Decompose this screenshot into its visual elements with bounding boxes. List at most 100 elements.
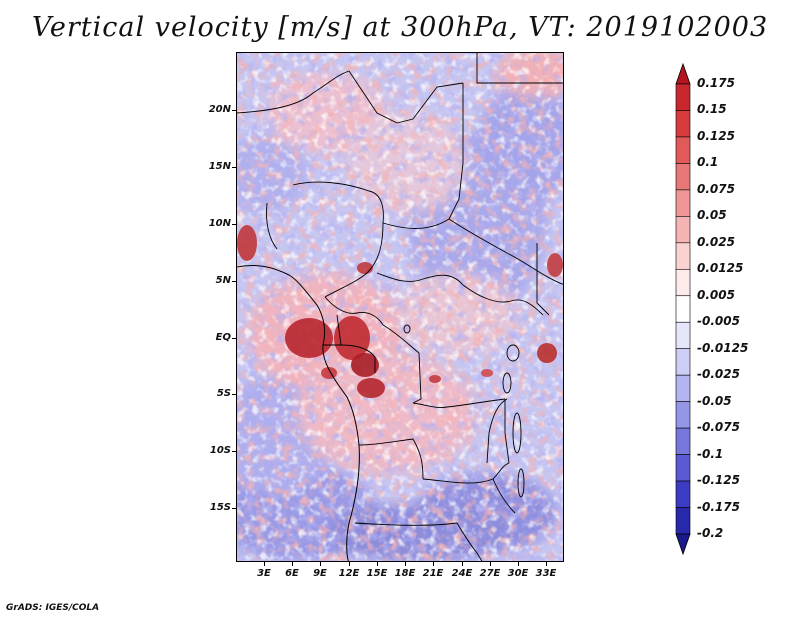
colorbar-label: 0.125 [697, 128, 735, 143]
convective-core [547, 253, 563, 277]
country-border [358, 438, 424, 480]
colorbar-label: -0.05 [697, 393, 732, 408]
colorbar-segment [675, 216, 691, 244]
lon-label: 12E [338, 568, 360, 579]
convective-core [481, 369, 493, 377]
country-border [462, 284, 544, 316]
colorbar-segment [675, 295, 691, 323]
colorbar [675, 62, 691, 556]
country-border [348, 70, 398, 124]
lat-label: 15N [208, 161, 231, 172]
lat-tick [232, 394, 237, 395]
map-panel [236, 52, 564, 562]
country-border [422, 462, 510, 484]
country-border [476, 53, 563, 84]
colorbar-label: 0.075 [697, 181, 735, 196]
country-border [354, 522, 458, 526]
lon-tick [377, 561, 378, 566]
country-border [324, 296, 384, 326]
lon-label: 15E [366, 568, 388, 579]
lon-label: 30E [507, 568, 529, 579]
colorbar-segment [675, 427, 691, 455]
lon-tick [490, 561, 491, 566]
lat-label: 5S [216, 388, 231, 399]
credit-text: GrADS: IGES/COLA [6, 603, 100, 613]
lat-label: 10S [209, 445, 231, 456]
country-border [448, 218, 563, 285]
lon-label: 18E [394, 568, 416, 579]
colorbar-label: -0.125 [697, 473, 740, 488]
colorbar-segment [675, 110, 691, 138]
lon-tick [292, 561, 293, 566]
lake-outline [512, 412, 522, 454]
country-border [382, 324, 420, 354]
lat-label: 5N [215, 275, 231, 286]
colorbar-label: -0.1 [697, 446, 724, 461]
convective-core [237, 225, 257, 261]
colorbar-label: -0.2 [697, 526, 724, 540]
convective-core [334, 316, 370, 360]
country-border [340, 344, 376, 373]
lon-label: 33E [535, 568, 557, 579]
lon-label: 3E [257, 568, 271, 579]
colorbar-label: 0.175 [697, 76, 735, 90]
lat-label: 20N [208, 104, 231, 115]
lat-label: EQ [215, 332, 231, 343]
colorbar-segment [675, 163, 691, 191]
country-border [412, 352, 422, 404]
colorbar-segment [675, 401, 691, 429]
country-border [324, 222, 384, 298]
colorbar-segment [675, 268, 691, 297]
lon-label: 27E [479, 568, 501, 579]
lon-tick [518, 561, 519, 566]
lat-label: 10N [208, 218, 231, 229]
colorbar-segment [675, 321, 691, 350]
colorbar-segment [675, 480, 691, 508]
colorbar-label: 0.0125 [697, 261, 744, 276]
colorbar-label: -0.005 [697, 314, 740, 329]
colorbar-label: 0.15 [697, 102, 727, 117]
country-border [486, 398, 508, 464]
colorbar-label: 0.05 [697, 208, 727, 223]
colorbar-label: -0.0125 [697, 340, 749, 355]
country-border [266, 202, 278, 250]
lon-tick [264, 561, 265, 566]
lake-outline [517, 468, 525, 498]
convective-core [357, 262, 373, 274]
country-border [382, 218, 450, 229]
country-border [292, 181, 384, 224]
lon-tick [462, 561, 463, 566]
colorbar-segment [675, 348, 691, 376]
country-border [412, 398, 506, 408]
country-border [396, 82, 464, 124]
lat-tick [232, 224, 237, 225]
colorbar-label: -0.025 [697, 367, 740, 382]
colorbar-segment [675, 454, 691, 482]
lat-tick [232, 281, 237, 282]
country-border [536, 243, 550, 316]
colorbar-segment [675, 189, 691, 217]
lon-tick [349, 561, 350, 566]
convective-core [357, 378, 385, 398]
colorbar-label: 0.005 [697, 287, 735, 302]
convective-core [537, 343, 557, 363]
lon-label: 24E [451, 568, 473, 579]
lake-outline [502, 372, 512, 394]
lon-tick [320, 561, 321, 566]
country-border [448, 83, 464, 220]
colorbar-label: 0.1 [697, 155, 719, 170]
colorbar-segment [675, 374, 691, 402]
neutral-speckle [237, 53, 563, 561]
colorbar-top-arrow [675, 62, 691, 85]
lat-label: 15S [209, 502, 231, 513]
colorbar-segment [675, 136, 691, 164]
convective-core [429, 375, 441, 383]
lat-tick [232, 167, 237, 168]
country-border [376, 272, 464, 286]
country-border [456, 522, 483, 561]
lake-outline [403, 324, 411, 334]
lat-tick [232, 508, 237, 509]
country-border [492, 478, 516, 514]
lon-label: 21E [422, 568, 444, 579]
lat-tick [232, 110, 237, 111]
